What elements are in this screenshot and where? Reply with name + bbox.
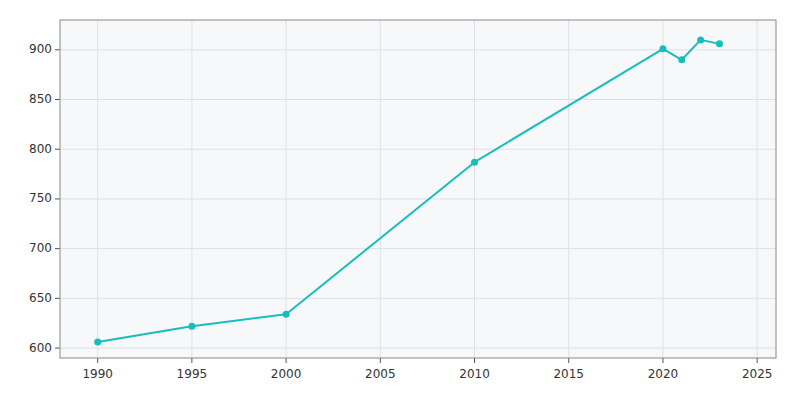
y-grid-line <box>60 298 776 299</box>
point <box>471 159 478 166</box>
x-tick-label: 2015 <box>553 367 584 381</box>
y-tick-label: 750 <box>29 191 52 205</box>
x-grid-line <box>474 20 475 358</box>
y-tick-label: 900 <box>29 42 52 56</box>
y-tick-label: 600 <box>29 341 52 355</box>
x-grid-line <box>757 20 758 358</box>
y-tick-label: 700 <box>29 241 52 255</box>
plot-frame <box>60 20 776 358</box>
chart-container: 600 650 700 750 800 850 900 1990 1995 2000 2005 201… <box>0 0 800 400</box>
y-grid-line <box>60 198 776 199</box>
x-tick <box>97 358 98 363</box>
grid <box>60 20 776 358</box>
series <box>94 36 723 345</box>
x-grid-line <box>662 20 663 358</box>
y-tick <box>55 99 60 100</box>
y-grid-line <box>60 49 776 50</box>
y-tick <box>55 348 60 349</box>
y-tick <box>55 49 60 50</box>
chart: 600 650 700 750 800 850 900 1990 1995 2000 2005 201… <box>0 0 800 400</box>
x-tick-label: 2020 <box>648 367 679 381</box>
y-tick <box>55 149 60 150</box>
y-tick-label: 650 <box>29 291 52 305</box>
point <box>678 56 685 63</box>
x-tick <box>191 358 192 363</box>
x-tick-label: 2005 <box>365 367 396 381</box>
x-tick <box>662 358 663 363</box>
x-tick-label: 1990 <box>82 367 113 381</box>
y-tick <box>55 298 60 299</box>
point <box>716 40 723 47</box>
y-tick-label: 850 <box>29 92 52 106</box>
y-grid-line <box>60 149 776 150</box>
y-tick <box>55 198 60 199</box>
axes: 600 650 700 750 800 850 900 1990 1995 2000 2005 201… <box>29 20 776 381</box>
line <box>98 40 720 342</box>
x-tick-label: 2000 <box>271 367 302 381</box>
point <box>94 339 101 346</box>
x-tick-label: 2025 <box>742 367 773 381</box>
x-tick <box>568 358 569 363</box>
x-tick <box>286 358 287 363</box>
y-grid-line <box>60 99 776 100</box>
y-tick <box>55 248 60 249</box>
y-grid-line <box>60 348 776 349</box>
point <box>283 311 290 318</box>
y-tick-label: 800 <box>29 142 52 156</box>
point <box>659 45 666 52</box>
point <box>188 323 195 330</box>
x-tick <box>474 358 475 363</box>
x-tick <box>757 358 758 363</box>
x-grid-line <box>568 20 569 358</box>
x-tick-label: 2010 <box>459 367 490 381</box>
x-grid-line <box>380 20 381 358</box>
x-tick-label: 1995 <box>177 367 208 381</box>
x-grid-line <box>286 20 287 358</box>
x-grid-line <box>191 20 192 358</box>
plot-area <box>60 20 776 358</box>
x-tick <box>380 358 381 363</box>
x-grid-line <box>97 20 98 358</box>
point <box>697 36 704 43</box>
y-grid-line <box>60 248 776 249</box>
